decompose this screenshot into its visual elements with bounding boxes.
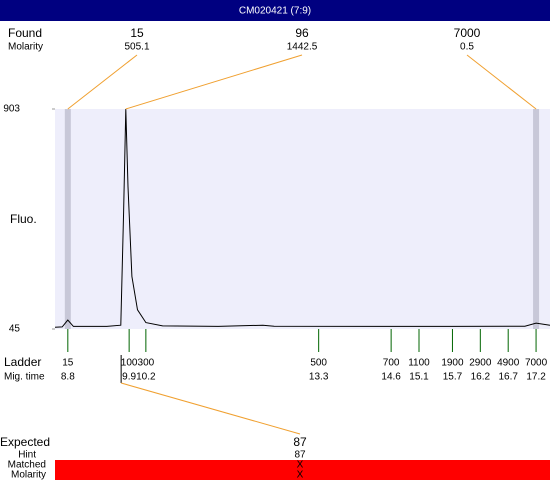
found-leader	[125, 54, 303, 110]
found-size: 96	[295, 26, 309, 40]
ladder-time: 8.8	[61, 372, 75, 383]
header-title: CM020421 (7:9)	[239, 6, 311, 17]
found-size: 15	[130, 26, 144, 40]
plot-area	[55, 109, 550, 329]
expected-leader	[121, 382, 301, 435]
ladder-size: 300	[138, 358, 155, 369]
ladder-size: 7000	[525, 358, 548, 369]
trace	[54, 108, 550, 328]
ladder-label: Ladder	[4, 355, 41, 369]
y-tick-label: 903	[3, 104, 20, 115]
header-bar	[0, 0, 550, 21]
ladder-size: 4900	[497, 358, 520, 369]
row-label: Molarity	[11, 470, 46, 480]
row-value: 87	[294, 450, 306, 461]
ladder-time: 14.6	[381, 372, 401, 383]
ladder-time: 13.3	[309, 372, 329, 383]
found-sublabel: Molarity	[8, 42, 43, 53]
found-size: 7000	[454, 26, 481, 40]
row-value: X	[297, 460, 304, 471]
ladder-size: 2900	[469, 358, 492, 369]
ladder-size: 1100	[408, 358, 430, 369]
ladder-size: 100	[121, 358, 138, 369]
ladder-time: 10.2	[136, 372, 156, 383]
ladder-sublabel: Mig. time	[4, 372, 45, 383]
ladder-time: 15.1	[409, 372, 429, 383]
y-tick-label: 45	[9, 324, 21, 335]
ladder-time: 15.7	[443, 372, 463, 383]
found-label: Found	[8, 26, 42, 40]
marker-band	[533, 109, 540, 329]
ladder-time: 17.2	[526, 372, 546, 383]
y-label: Fluo.	[10, 212, 37, 226]
ladder-size: 1900	[441, 358, 464, 369]
found-leader	[466, 54, 537, 110]
row-value: X	[297, 470, 304, 480]
marker-band	[64, 109, 71, 329]
found-molarity: 0.5	[460, 42, 474, 53]
found-molarity: 1442.5	[287, 42, 318, 53]
expected-label: Expected	[0, 435, 50, 449]
found-molarity: 505.1	[124, 42, 149, 53]
ladder-size: 500	[310, 358, 327, 369]
ladder-time: 16.2	[471, 372, 491, 383]
ladder-size: 15	[62, 358, 74, 369]
row-label: Matched	[8, 460, 46, 471]
expected-value: 87	[293, 435, 307, 449]
ladder-time: 9.9	[122, 372, 136, 383]
ladder-size: 700	[383, 358, 400, 369]
match-bar	[55, 460, 550, 480]
row-label: Hint	[18, 450, 36, 461]
found-leader	[67, 54, 138, 110]
ladder-time: 16.7	[498, 372, 518, 383]
